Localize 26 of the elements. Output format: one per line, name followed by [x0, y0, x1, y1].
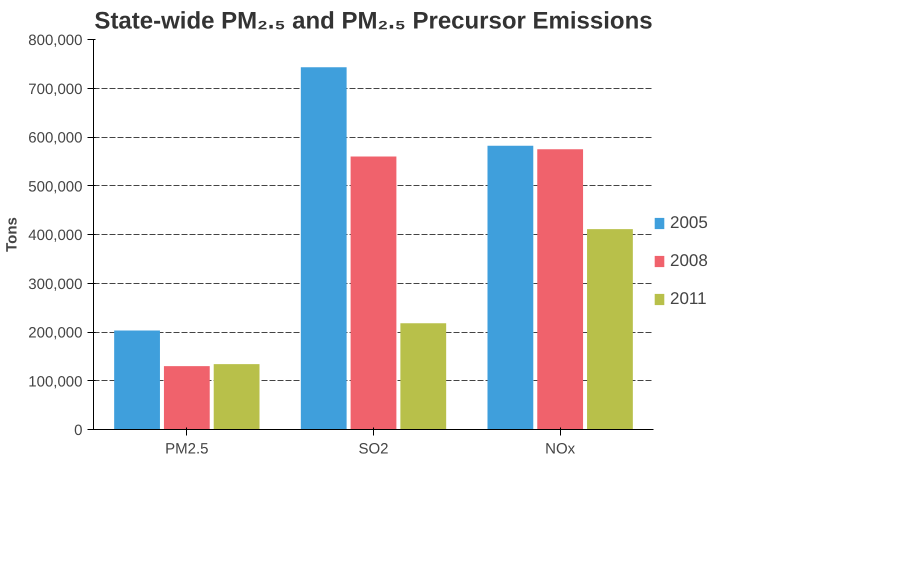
legend-label: 2005	[670, 213, 708, 233]
y-tick-label: 600,000	[28, 130, 83, 146]
legend-label: 2008	[670, 251, 708, 271]
bar	[487, 146, 534, 430]
bar	[537, 149, 584, 430]
bar	[164, 366, 210, 430]
y-tick-label: 0	[74, 422, 82, 439]
bar	[587, 229, 633, 430]
bar	[114, 330, 160, 430]
y-tick-label: 700,000	[28, 80, 83, 98]
bar	[400, 323, 446, 430]
y-axis-title: Tons	[3, 217, 20, 252]
y-tick-label: 400,000	[28, 227, 83, 244]
bar	[350, 156, 396, 430]
bar	[300, 67, 347, 430]
y-tick-label: 200,000	[28, 324, 83, 342]
bar	[214, 364, 260, 430]
x-tick-label: SO2	[358, 440, 389, 458]
x-tick-label: PM2.5	[165, 440, 209, 458]
y-tick-label: 500,000	[28, 178, 83, 196]
y-tick-label: 300,000	[28, 276, 83, 293]
y-tick-label: 800,000	[28, 32, 83, 49]
y-tick-label: 100,000	[28, 373, 83, 390]
chart-title: State-wide PM₂.₅ and PM₂.₅ Precursor Emissions	[94, 8, 653, 34]
legend-label: 2011	[670, 289, 707, 309]
x-tick-label: NOx	[545, 440, 576, 458]
